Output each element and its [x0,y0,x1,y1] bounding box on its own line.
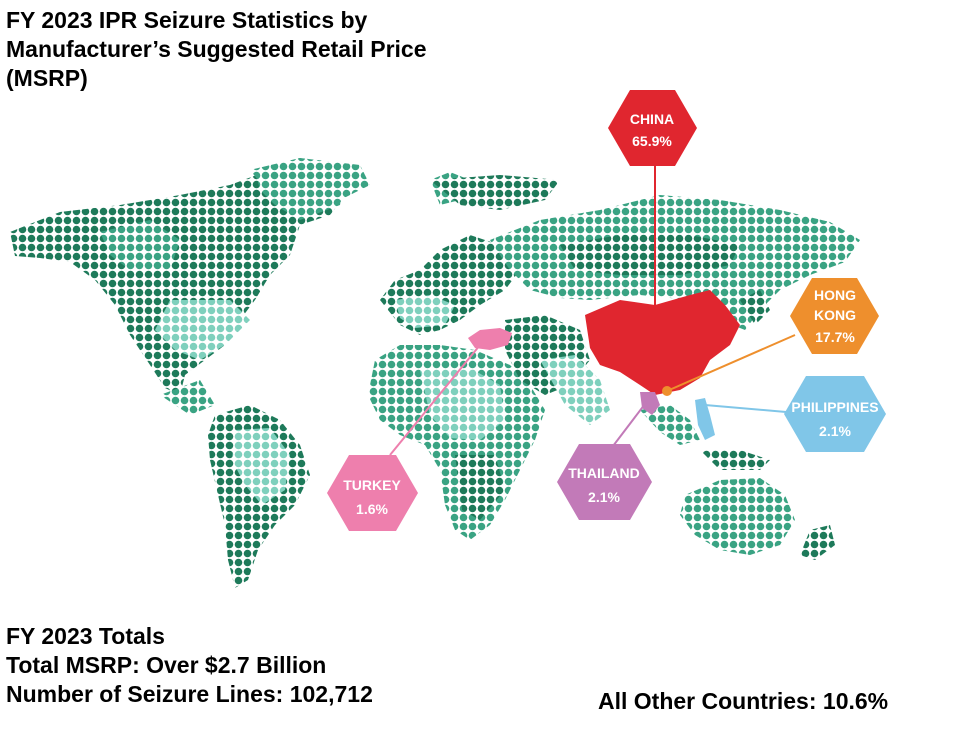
china-region [585,290,740,395]
turkey-name: TURKEY [343,477,401,493]
hong-kong-value: 17.7% [815,329,855,345]
south-america [208,405,310,588]
hong-kong-connector-line [666,334,796,392]
turkey-label: TURKEY 1.6% [327,455,418,531]
philippines-region [695,398,715,440]
other-countries: All Other Countries: 10.6% [598,688,889,714]
world-map: CHINA 65.9% HONG KONG 17.7% PHILIPPINES … [10,90,886,588]
hong-kong-name-line-1: HONG [814,287,856,303]
hong-kong-label: HONG KONG 17.7% [790,278,879,354]
title-line-2: Manufacturer’s Suggested Retail Price [6,36,427,62]
thailand-connector-line [609,399,649,451]
hong-kong-name-line-2: KONG [814,307,856,323]
middle-east [505,315,610,425]
china-value: 65.9% [632,133,672,149]
page-title: FY 2023 IPR Seizure Statistics by Manufa… [6,6,566,93]
philippines-name: PHILIPPINES [791,399,878,415]
thailand-value: 2.1% [588,489,620,505]
southeast-asia [640,405,770,470]
thailand-name: THAILAND [568,465,640,481]
north-america [10,158,350,415]
turkey-value: 1.6% [356,501,388,517]
thailand-region [640,392,660,415]
thailand-label: THAILAND 2.1% [557,444,652,520]
turkey-region [468,328,512,350]
china-name: CHINA [630,111,674,127]
africa [368,345,545,540]
australia [680,478,835,560]
totals-block: FY 2023 Totals Total MSRP: Over $2.7 Bil… [6,622,373,709]
totals-heading: FY 2023 Totals [6,623,165,649]
philippines-label: PHILIPPINES 2.1% [784,376,886,452]
title-line-3: (MSRP) [6,65,88,91]
greenland [250,158,370,205]
total-msrp: Total MSRP: Over $2.7 Billion [6,652,327,678]
asia [430,175,860,330]
china-label: CHINA 65.9% [608,90,697,166]
turkey-connector-line [389,344,481,456]
philippines-connector-line [704,404,787,413]
philippines-value: 2.1% [819,423,851,439]
title-line-1: FY 2023 IPR Seizure Statistics by [6,7,368,33]
seizure-lines: Number of Seizure Lines: 102,712 [6,681,373,707]
